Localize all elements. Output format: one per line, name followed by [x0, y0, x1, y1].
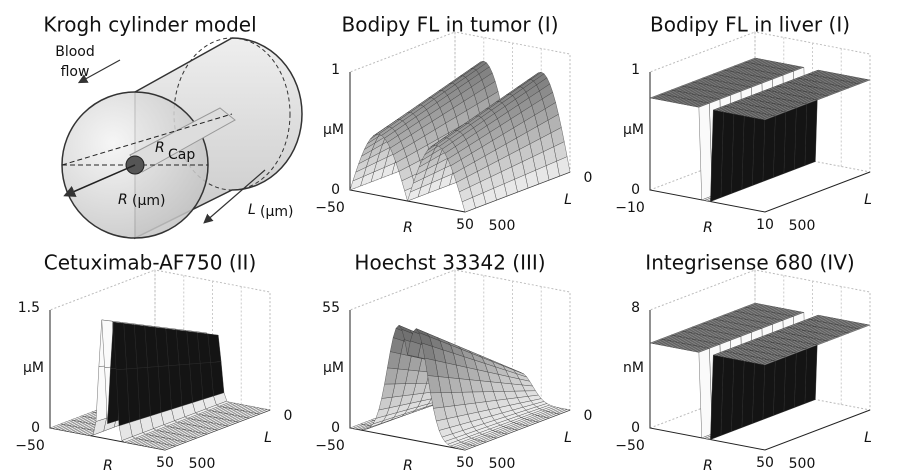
- y-top: 1: [331, 62, 340, 78]
- r-max: 50: [456, 455, 474, 471]
- r-min: −50: [15, 438, 45, 454]
- l-max: 500: [789, 456, 816, 472]
- r-max: 10: [756, 217, 774, 233]
- r-min: −50: [315, 438, 345, 454]
- title: Hoechst 33342 (III): [354, 251, 545, 275]
- r-max: 50: [756, 455, 774, 471]
- title: Krogh cylinder model: [43, 13, 256, 37]
- y-bottom: 0: [331, 420, 340, 436]
- title: Bodipy FL in tumor (I): [341, 13, 558, 37]
- l-min: 0: [584, 408, 593, 424]
- y-bottom: 0: [631, 182, 640, 198]
- y-top: 8: [631, 300, 640, 316]
- l-max: 500: [489, 456, 516, 472]
- r-unit: (µm): [132, 193, 165, 209]
- r-cap: R: [155, 140, 165, 156]
- title: Cetuximab-AF750 (II): [44, 251, 257, 275]
- l-max: 500: [189, 456, 216, 472]
- r-label: R: [403, 458, 413, 474]
- surface-panel: Integrisense 680 (IV) 8 0 nM −50 R 50 500 L: [615, 251, 872, 475]
- flow-2: flow: [61, 64, 90, 80]
- r-cap-sub: Cap: [168, 147, 195, 163]
- r-min: −10: [615, 200, 645, 216]
- y-top: 55: [322, 300, 340, 316]
- r-max: 50: [156, 455, 174, 471]
- y-top: 1.5: [18, 300, 40, 316]
- l-label: L: [864, 430, 872, 446]
- figure: Krogh cylinder modelBloodflowRCapR(µm)L(…: [0, 0, 902, 476]
- l-unit: (µm): [260, 204, 293, 220]
- r-label: R: [103, 458, 113, 474]
- y-unit: µM: [323, 122, 344, 138]
- l-min: 0: [284, 408, 293, 424]
- l-label: L: [564, 430, 572, 446]
- l-label: L: [564, 192, 572, 208]
- r: R: [118, 192, 128, 208]
- y-bottom: 0: [31, 420, 40, 436]
- y-unit: µM: [323, 360, 344, 376]
- l-max: 500: [489, 218, 516, 234]
- l-label: L: [864, 192, 872, 208]
- title: Integrisense 680 (IV): [645, 251, 854, 275]
- l-label: L: [264, 430, 272, 446]
- y-unit: nM: [623, 360, 644, 376]
- title: Bodipy FL in liver (I): [650, 13, 850, 37]
- y-unit: µM: [23, 360, 44, 376]
- l: L: [248, 202, 256, 218]
- y-unit: µM: [623, 122, 644, 138]
- r-label: R: [703, 458, 713, 474]
- l-max: 500: [789, 218, 816, 234]
- y-bottom: 0: [331, 182, 340, 198]
- l-min: 0: [584, 170, 593, 186]
- r-max: 50: [456, 217, 474, 233]
- flow-1: Blood: [55, 44, 95, 60]
- y-bottom: 0: [631, 420, 640, 436]
- r-label: R: [703, 220, 713, 236]
- r-label: R: [403, 220, 413, 236]
- r-min: −50: [315, 200, 345, 216]
- r-min: −50: [615, 438, 645, 454]
- y-top: 1: [631, 62, 640, 78]
